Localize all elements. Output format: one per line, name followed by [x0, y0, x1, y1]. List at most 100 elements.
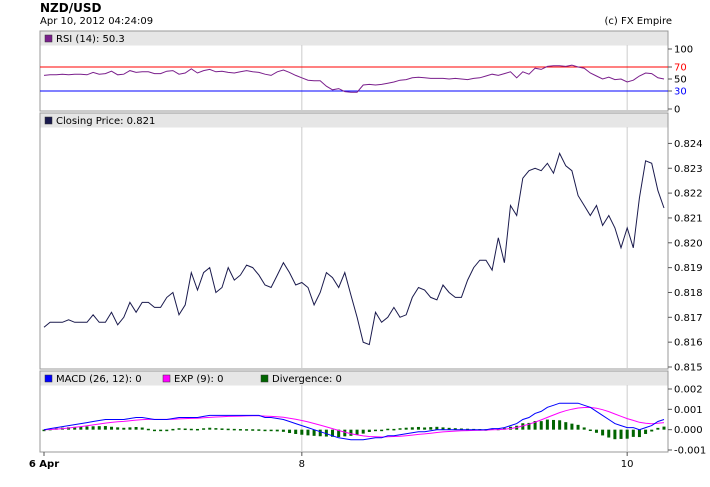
- divergence-bar-66: [447, 427, 451, 430]
- divergence-bar-47: [331, 429, 335, 437]
- divergence-bar-80: [533, 421, 537, 430]
- panel-header-2: [40, 371, 668, 386]
- rsi-series-line: [43, 64, 665, 93]
- divergence-bar-52: [361, 429, 365, 434]
- divergence-bar-22: [177, 428, 181, 430]
- divergence-bar-100: [656, 427, 660, 430]
- y-tick-label-1-9: 0.815: [674, 363, 703, 374]
- x-tick-label-1: 8: [299, 459, 305, 470]
- divergence-bar-6: [79, 426, 83, 430]
- divergence-bar-20: [165, 429, 169, 432]
- chart-title: NZD/USD: [40, 1, 102, 15]
- divergence-bar-84: [558, 420, 562, 430]
- y-tick-label-1-7: 0.817: [674, 313, 703, 324]
- divergence-bar-32: [238, 429, 242, 431]
- divergence-bar-21: [171, 428, 175, 431]
- divergence-bar-43: [306, 429, 310, 436]
- divergence-bar-29: [220, 428, 224, 430]
- divergence-bar-73: [490, 428, 494, 430]
- divergence-bar-67: [453, 428, 457, 430]
- divergence-bar-62: [423, 427, 427, 430]
- divergence-bar-11: [110, 426, 114, 430]
- divergence-bar-58: [398, 428, 402, 430]
- divergence-bar-5: [73, 426, 77, 430]
- divergence-bar-90: [594, 429, 598, 433]
- divergence-bar-17: [146, 428, 150, 431]
- y-tick-label-1-4: 0.820: [674, 238, 703, 249]
- divergence-bar-91: [601, 429, 605, 436]
- macd-legend-label-2: Divergence: 0: [272, 374, 342, 385]
- divergence-bar-57: [392, 428, 396, 431]
- divergence-bar-33: [245, 429, 249, 431]
- divergence-bar-83: [552, 419, 556, 430]
- divergence-bar-99: [650, 429, 654, 432]
- y-tick-label-1-3: 0.821: [674, 213, 703, 224]
- macd-legend-swatch-1: [162, 374, 171, 383]
- divergence-bar-96: [631, 429, 635, 437]
- divergence-bar-63: [429, 427, 433, 430]
- macd-legend-label-1: EXP (9): 0: [174, 374, 223, 385]
- divergence-bar-23: [183, 428, 187, 431]
- y-tick-label-0-0: 100: [674, 45, 693, 56]
- divergence-bar-81: [539, 421, 543, 430]
- price-legend-label: Closing Price: 0.821: [56, 116, 155, 127]
- divergence-bar-16: [140, 427, 144, 430]
- panel-header-0: [40, 31, 668, 46]
- divergence-bar-24: [189, 428, 193, 431]
- divergence-bar-89: [588, 429, 592, 432]
- divergence-bar-78: [521, 423, 525, 430]
- divergence-bar-79: [527, 422, 531, 430]
- divergence-bar-34: [251, 429, 255, 431]
- y-tick-label-1-5: 0.819: [674, 263, 703, 274]
- x-tick-label-0: 6 Apr: [29, 459, 59, 470]
- timestamp: Apr 10, 2012 04:24:09: [40, 16, 154, 27]
- divergence-bar-61: [416, 426, 420, 430]
- macd-legend-label-0: MACD (26, 12): 0: [56, 374, 142, 385]
- rsi-legend-swatch: [44, 34, 53, 43]
- divergence-bar-53: [367, 429, 371, 433]
- divergence-bar-8: [91, 426, 95, 430]
- divergence-bar-36: [263, 429, 267, 432]
- divergence-bar-10: [103, 426, 107, 430]
- divergence-bar-38: [275, 429, 279, 432]
- divergence-bar-7: [85, 426, 89, 430]
- y-tick-label-2-0: 0.002: [674, 385, 703, 396]
- divergence-bar-13: [122, 427, 126, 430]
- divergence-bar-92: [607, 429, 611, 438]
- panel-frame-1: [39, 112, 669, 370]
- divergence-bar-18: [152, 429, 156, 432]
- exp-series-line: [43, 406, 665, 438]
- divergence-bar-97: [637, 429, 641, 438]
- divergence-bar-41: [294, 429, 298, 434]
- copyright: (c) FX Empire: [604, 16, 673, 27]
- y-tick-label-2-2: 0.000: [674, 425, 703, 436]
- divergence-bar-28: [214, 428, 218, 430]
- divergence-bar-60: [410, 427, 414, 430]
- y-tick-label-2-1: 0.001: [674, 405, 703, 416]
- divergence-bar-44: [312, 429, 316, 436]
- divergence-bar-9: [97, 426, 101, 430]
- price-series-line: [43, 152, 665, 346]
- divergence-bar-87: [576, 424, 580, 430]
- divergence-bar-82: [545, 419, 549, 430]
- divergence-bar-35: [257, 429, 261, 431]
- macd-legend-swatch-0: [44, 374, 53, 383]
- rsi-legend-label: RSI (14): 50.3: [56, 34, 125, 45]
- panel-header-1: [40, 113, 668, 128]
- y-tick-label-1-1: 0.823: [674, 164, 703, 175]
- divergence-bar-65: [441, 427, 445, 430]
- divergence-bar-48: [337, 429, 341, 437]
- y-tick-label-0-2: 50: [674, 75, 687, 86]
- divergence-bar-0: [42, 429, 46, 432]
- y-tick-label-0-4: 0: [674, 105, 680, 116]
- divergence-bar-98: [644, 429, 648, 434]
- divergence-bar-93: [613, 429, 617, 440]
- y-tick-label-0-3: 30: [674, 87, 687, 98]
- divergence-bar-56: [386, 428, 390, 431]
- price-legend-swatch: [44, 116, 53, 125]
- y-tick-label-1-6: 0.818: [674, 288, 703, 299]
- divergence-bar-39: [281, 429, 285, 432]
- divergence-bar-14: [128, 427, 132, 430]
- macd-legend-swatch-2: [260, 374, 269, 383]
